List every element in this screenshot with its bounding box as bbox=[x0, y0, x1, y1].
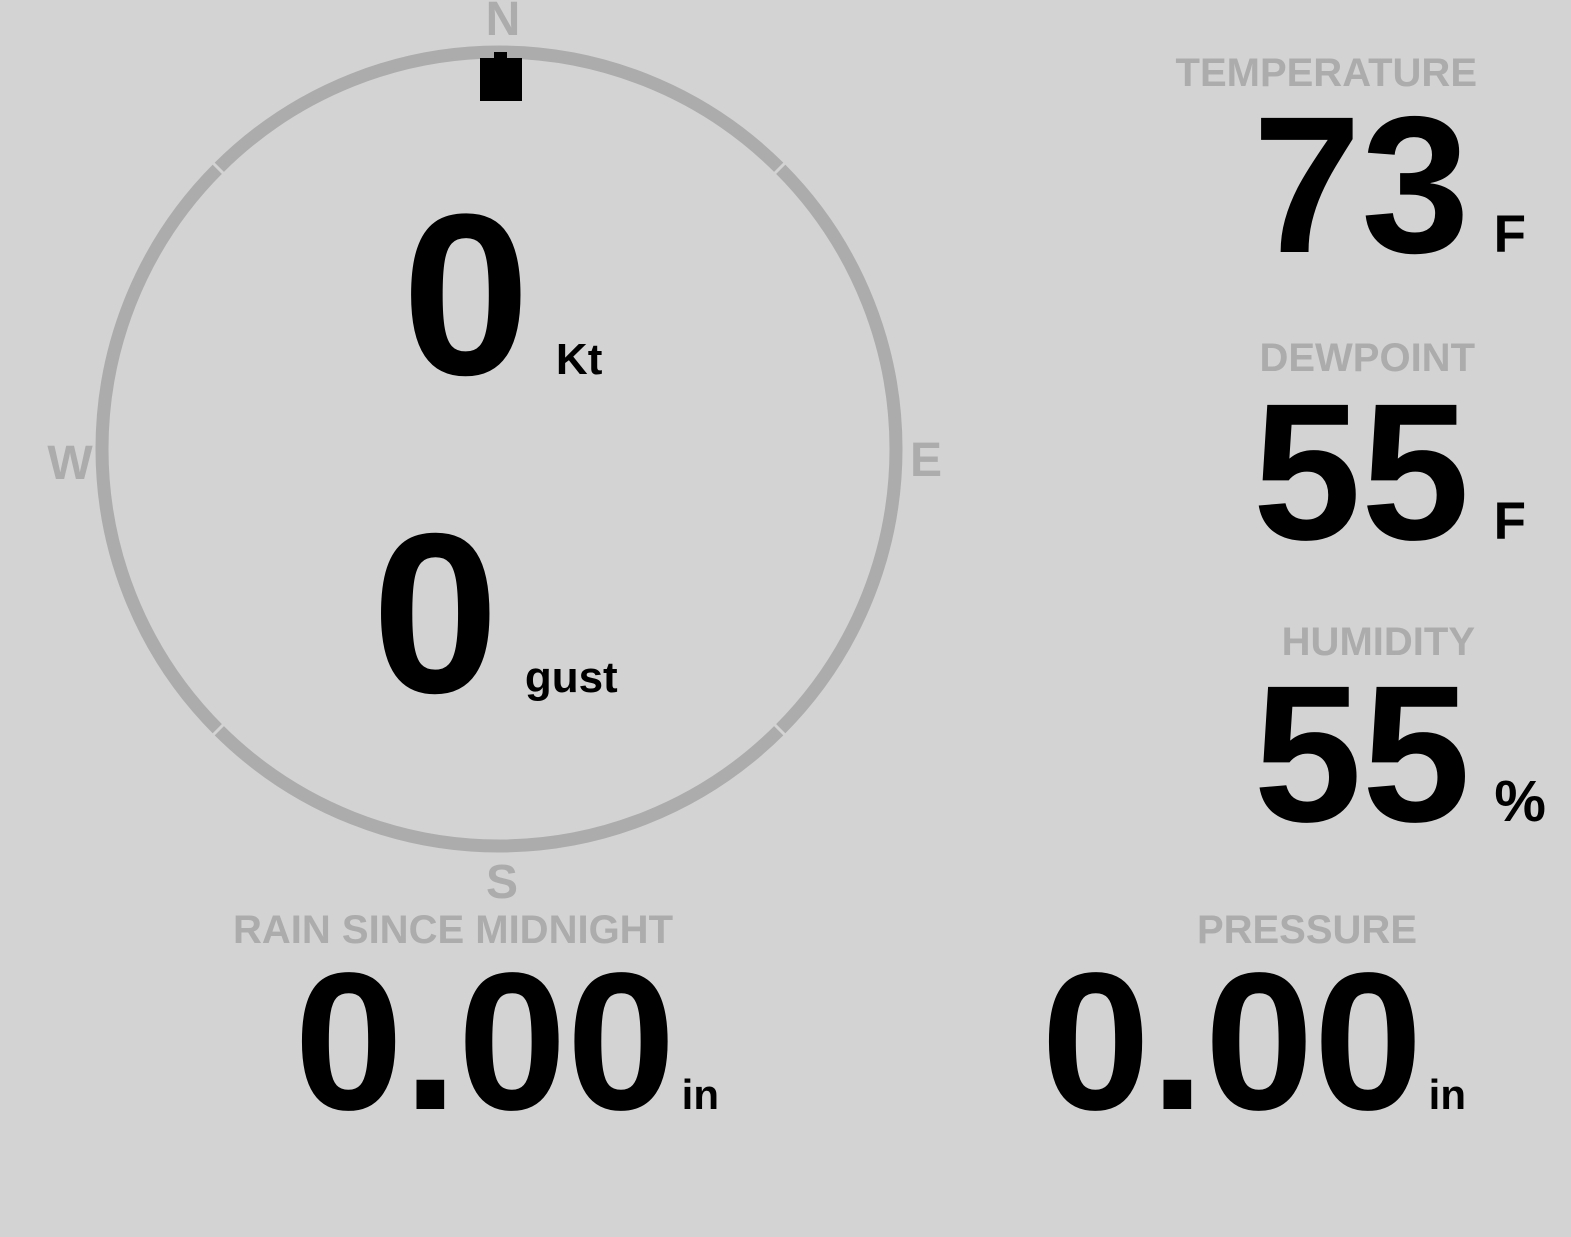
humidity-readout: 55 % bbox=[1254, 657, 1546, 852]
pressure-unit: in bbox=[1428, 1071, 1466, 1118]
cardinal-west-label: W bbox=[47, 437, 93, 490]
temperature-readout: 73 F bbox=[1253, 88, 1526, 283]
wind-gust-value: 0 bbox=[372, 487, 499, 741]
humidity-label: HUMIDITY bbox=[1281, 620, 1475, 664]
humidity-value: 55 bbox=[1253, 645, 1471, 863]
cardinal-east-label: E bbox=[909, 434, 943, 487]
wind-speed-unit: Kt bbox=[555, 335, 603, 384]
pressure-label: PRESSURE bbox=[1196, 908, 1417, 952]
cardinal-south-label: S bbox=[485, 856, 519, 909]
dewpoint-unit: F bbox=[1493, 492, 1526, 551]
wind-gust-readout: 0 gust bbox=[372, 500, 618, 728]
wind-gust-unit: gust bbox=[524, 653, 618, 702]
temperature-value: 73 bbox=[1252, 76, 1470, 294]
dewpoint-value: 55 bbox=[1252, 363, 1470, 581]
rain-unit: in bbox=[681, 1071, 719, 1118]
temperature-label: TEMPERATURE bbox=[1175, 51, 1477, 95]
rain-label: RAIN SINCE MIDNIGHT bbox=[233, 908, 673, 952]
wind-speed-readout: 0 Kt bbox=[402, 180, 602, 410]
marker-notch bbox=[494, 52, 507, 58]
humidity-unit: % bbox=[1494, 769, 1546, 834]
wind-direction-marker bbox=[480, 52, 522, 101]
temperature-unit: F bbox=[1493, 205, 1526, 264]
dewpoint-readout: 55 F bbox=[1253, 375, 1526, 570]
rain-value: 0.00 bbox=[294, 932, 676, 1151]
pressure-value: 0.00 bbox=[1041, 932, 1423, 1151]
dewpoint-label: DEWPOINT bbox=[1259, 336, 1475, 380]
rain-readout: 0.00 in bbox=[294, 944, 719, 1140]
pressure-readout: 0.00 in bbox=[1041, 944, 1466, 1140]
cardinal-north-label: N bbox=[485, 0, 521, 46]
wind-speed-value: 0 bbox=[402, 166, 530, 423]
